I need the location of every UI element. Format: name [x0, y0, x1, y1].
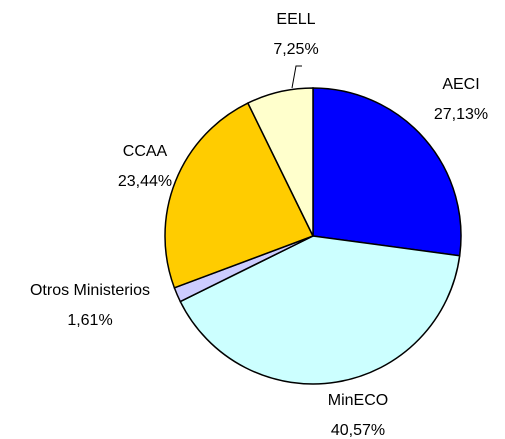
- slice-label: Otros Ministerios: [30, 282, 150, 299]
- leader-line: [291, 65, 302, 89]
- slice-value-label: 23,44%: [118, 173, 172, 190]
- slice-label: AECI: [442, 76, 479, 93]
- slice-label: CCAA: [123, 143, 168, 160]
- slice-label: EELL: [276, 11, 315, 28]
- pie-slice: [246, 87, 314, 237]
- pie-slice: [179, 235, 461, 385]
- slice-value-label: 7,25%: [273, 41, 318, 58]
- slice-value-label: 1,61%: [67, 312, 112, 329]
- pie-slice: [312, 87, 462, 257]
- slice-value-label: 27,13%: [434, 106, 488, 123]
- pie-slice: [164, 102, 315, 289]
- slice-label: MinECO: [328, 392, 388, 409]
- slice-value-label: 40,57%: [331, 422, 385, 439]
